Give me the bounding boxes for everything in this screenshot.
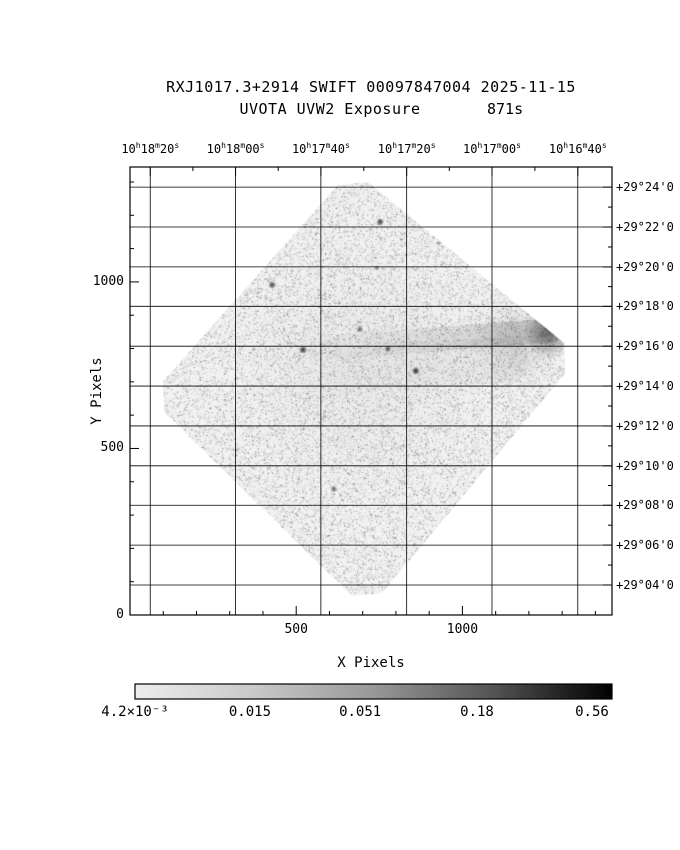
colorbar [134,683,613,700]
plot-subtitle: UVOTA UVW2 Exposure [239,100,421,118]
x-tick-label: 1000 [446,622,479,637]
colorbar-tick-label: 0.56 [575,704,609,720]
ra-tick-label: 10h18m20s [121,141,180,156]
colorbar-tick-label: 0.18 [460,704,494,720]
dec-tick-label: +29°10'0 [616,458,674,473]
y-tick-label: 500 [100,440,124,456]
plot-title: RXJ1017.3+2914 SWIFT 00097847004 2025-11… [166,78,576,96]
dec-tick-label: +29°14'0 [616,379,674,394]
dec-tick-label: +29°08'0 [616,498,674,513]
dec-tick-label: +29°22'0 [616,220,674,235]
dec-tick-label: +29°24'0 [616,180,674,195]
dec-tick-label: +29°12'0 [616,418,674,433]
colorbar-tick-label: 4.2×10⁻³ [101,704,169,720]
ra-tick-label: 10h17m20s [377,141,436,156]
dec-tick-label: +29°16'0 [616,339,674,354]
dec-tick-label: +29°18'0 [616,299,674,314]
dec-tick-label: +29°06'0 [616,538,674,553]
y-axis-title: Y Pixels [89,357,105,425]
dec-tick-label: +29°04'0 [616,577,674,592]
ra-tick-label: 10h16m40s [548,141,607,156]
ra-tick-label: 10h17m40s [291,141,350,156]
x-tick-label: 500 [284,622,308,637]
dec-tick-label: +29°20'0 [616,259,674,274]
y-tick-label: 1000 [92,273,124,289]
exposure-time: 871s [487,100,524,118]
colorbar-tick-label: 0.015 [228,704,272,720]
y-tick-label: 0 [116,607,124,622]
x-axis-title: X Pixels [337,655,405,671]
ra-tick-label: 10h17m00s [463,141,521,156]
colorbar-tick-label: 0.051 [339,704,382,720]
ra-tick-label: 10h18m00s [206,141,265,156]
